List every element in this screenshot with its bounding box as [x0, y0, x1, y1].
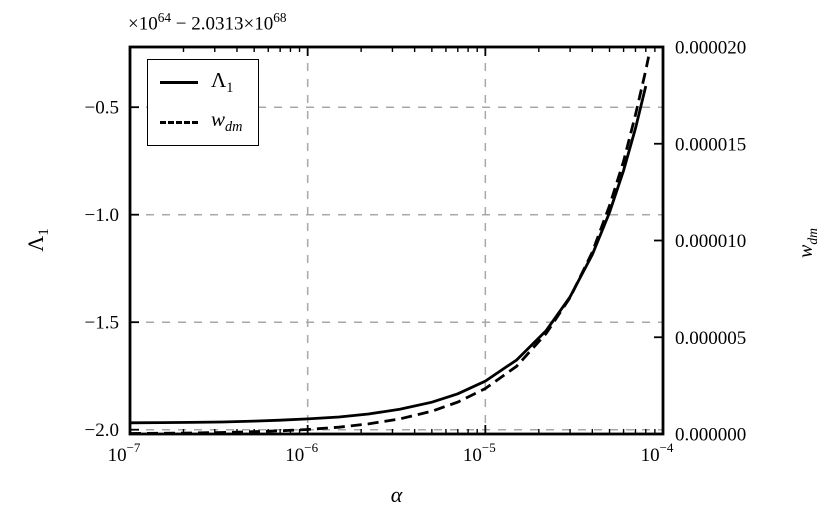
axis-offset-text: ×1064 − 2.0313×1068 — [128, 10, 287, 35]
y-axis-label-left: Λ1 — [22, 228, 53, 252]
y-right-tick-label: 0.000000 — [675, 425, 746, 446]
x-tick-label: 10−4 — [641, 440, 674, 466]
lambda1-curve — [129, 85, 648, 425]
y-right-tick-label: 0.000020 — [675, 38, 746, 59]
x-tick-label: 10−6 — [285, 440, 318, 466]
x-tick-label: 10−7 — [108, 440, 141, 466]
y-right-tick-label: 0.000005 — [675, 328, 746, 349]
x-axis-label: α — [390, 482, 403, 507]
dashed-line-sample — [160, 120, 198, 124]
legend-label-lambda1: Λ1 — [211, 68, 234, 97]
y-left-tick-label: −1.0 — [85, 205, 119, 226]
legend-item-wdm: wdm — [160, 107, 243, 136]
legend-label-wdm: wdm — [211, 107, 243, 136]
y-left-tick-label: −2.0 — [85, 420, 119, 441]
solid-line-sample — [160, 81, 198, 85]
y-left-tick-label: −1.5 — [85, 313, 119, 334]
legend: Λ1 wdm — [147, 59, 260, 146]
y-axis-label-right: wdm — [795, 228, 820, 258]
x-tick-label: 10−5 — [463, 440, 496, 466]
y-right-tick-label: 0.000015 — [675, 134, 746, 155]
y-right-tick-label: 0.000010 — [675, 231, 746, 252]
wdm-curve — [129, 56, 650, 435]
y-left-tick-label: −0.5 — [85, 98, 119, 119]
legend-item-lambda1: Λ1 — [160, 70, 242, 95]
